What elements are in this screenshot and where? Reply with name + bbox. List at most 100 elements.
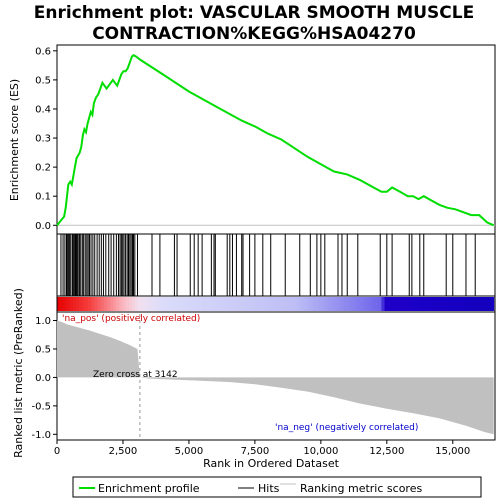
band-segment-116 — [418, 297, 423, 311]
band-segment-28 — [144, 297, 148, 311]
band-segment-78 — [300, 297, 304, 311]
metric-y-tick-label-0: 1.0 — [35, 316, 51, 327]
metric-y-tick-label-3: -0.5 — [31, 401, 51, 412]
band-segment-29 — [147, 297, 152, 311]
band-segment-83 — [315, 297, 320, 311]
band-segment-22 — [125, 297, 130, 311]
band-segment-80 — [306, 297, 311, 311]
band-segment-40 — [181, 297, 186, 311]
band-segment-25 — [134, 297, 139, 311]
band-segment-35 — [166, 297, 170, 311]
band-segment-36 — [169, 297, 173, 311]
band-segment-130 — [462, 297, 467, 311]
x-ticks: 0 2,500 5,000 7,500 10,000 12,500 15,000 — [54, 440, 470, 457]
band-segment-9 — [85, 297, 89, 311]
hit-markers — [60, 234, 476, 296]
es-y-tick-label-3: 0.3 — [35, 134, 51, 145]
band-segment-84 — [319, 297, 323, 311]
band-segment-60 — [244, 297, 248, 311]
band-segment-126 — [450, 297, 454, 311]
band-segment-66 — [262, 297, 267, 311]
band-segment-50 — [212, 297, 217, 311]
band-segment-34 — [163, 297, 167, 311]
band-segment-118 — [425, 297, 429, 311]
band-segment-108 — [393, 297, 398, 311]
band-segment-110 — [400, 297, 404, 311]
es-panel — [56, 44, 496, 235]
band-segment-91 — [340, 297, 345, 311]
metric-y-ticks: 1.0 0.5 0.0 -0.5 -1.0 — [31, 316, 57, 441]
band-segment-124 — [443, 297, 448, 311]
band-segment-31 — [153, 297, 158, 311]
legend-box — [72, 476, 482, 498]
es-y-tick-label-5: 0.5 — [35, 75, 51, 86]
band-segment-64 — [256, 297, 261, 311]
band-segment-117 — [421, 297, 426, 311]
band-segment-58 — [237, 297, 242, 311]
band-segment-112 — [406, 297, 410, 311]
band-segment-81 — [309, 297, 314, 311]
zero-cross-annotation: Zero cross at 3142 — [93, 370, 178, 380]
es-y-axis-label: Enrichment score (ES) — [8, 79, 21, 201]
band-segment-102 — [375, 297, 379, 311]
es-y-tick-label-0: 0.0 — [35, 221, 51, 232]
band-segment-75 — [290, 297, 295, 311]
metric-y-tick-label-4: -1.0 — [31, 430, 51, 441]
band-segment-114 — [412, 297, 417, 311]
band-segment-87 — [328, 297, 332, 311]
band-segment-61 — [247, 297, 251, 311]
band-segment-27 — [141, 297, 145, 311]
band-segment-137 — [484, 297, 488, 311]
band-segment-30 — [150, 297, 155, 311]
band-segment-129 — [459, 297, 463, 311]
band-segment-67 — [265, 297, 270, 311]
band-segment-55 — [228, 297, 233, 311]
band-segment-10 — [88, 297, 92, 311]
band-segment-59 — [241, 297, 245, 311]
band-segment-79 — [303, 297, 308, 311]
es-y-tick-label-6: 0.6 — [35, 46, 51, 57]
band-segment-136 — [481, 297, 485, 311]
x-tick-label-1: 2,500 — [109, 446, 138, 457]
band-segment-133 — [471, 297, 476, 311]
band-segment-125 — [446, 297, 451, 311]
negative-annotation: 'na_neg' (negatively correlated) — [275, 423, 418, 433]
band-segment-3 — [66, 297, 70, 311]
x-tick-label-6: 15,000 — [435, 446, 470, 457]
x-tick-label-5: 12,500 — [369, 446, 404, 457]
band-segment-120 — [431, 297, 435, 311]
legend-metric-label: Ranking metric scores — [300, 482, 422, 495]
band-segment-109 — [396, 297, 401, 311]
band-segment-0 — [57, 297, 61, 311]
chart-title-line1: Enrichment plot: VASCULAR SMOOTH MUSCLE — [34, 3, 474, 23]
band-segment-101 — [372, 297, 376, 311]
band-segment-63 — [253, 297, 258, 311]
metric-y-axis-label: Ranked list metric (PreRanked) — [12, 288, 25, 458]
band-segment-2 — [63, 297, 67, 311]
es-y-tick-label-2: 0.2 — [35, 163, 51, 174]
band-segment-68 — [269, 297, 273, 311]
band-segment-96 — [356, 297, 361, 311]
band-segment-15 — [103, 297, 108, 311]
band-segment-56 — [231, 297, 236, 311]
legend-hits-label: Hits — [258, 482, 280, 495]
band-segment-26 — [138, 297, 142, 311]
band-segment-128 — [456, 297, 460, 311]
band-segment-70 — [275, 297, 279, 311]
band-segment-135 — [478, 297, 482, 311]
band-segment-97 — [359, 297, 364, 311]
band-segment-32 — [156, 297, 161, 311]
band-segment-72 — [281, 297, 286, 311]
x-tick-label-2: 5,000 — [175, 446, 204, 457]
band-segment-44 — [194, 297, 198, 311]
ranking-metric-area — [57, 320, 494, 435]
band-segment-1 — [60, 297, 64, 311]
band-segment-105 — [384, 297, 389, 311]
band-segment-51 — [216, 297, 220, 311]
band-segment-7 — [78, 297, 83, 311]
band-segment-47 — [203, 297, 208, 311]
x-tick-label-4: 10,000 — [303, 446, 338, 457]
band-segment-100 — [368, 297, 373, 311]
band-segment-111 — [403, 297, 407, 311]
